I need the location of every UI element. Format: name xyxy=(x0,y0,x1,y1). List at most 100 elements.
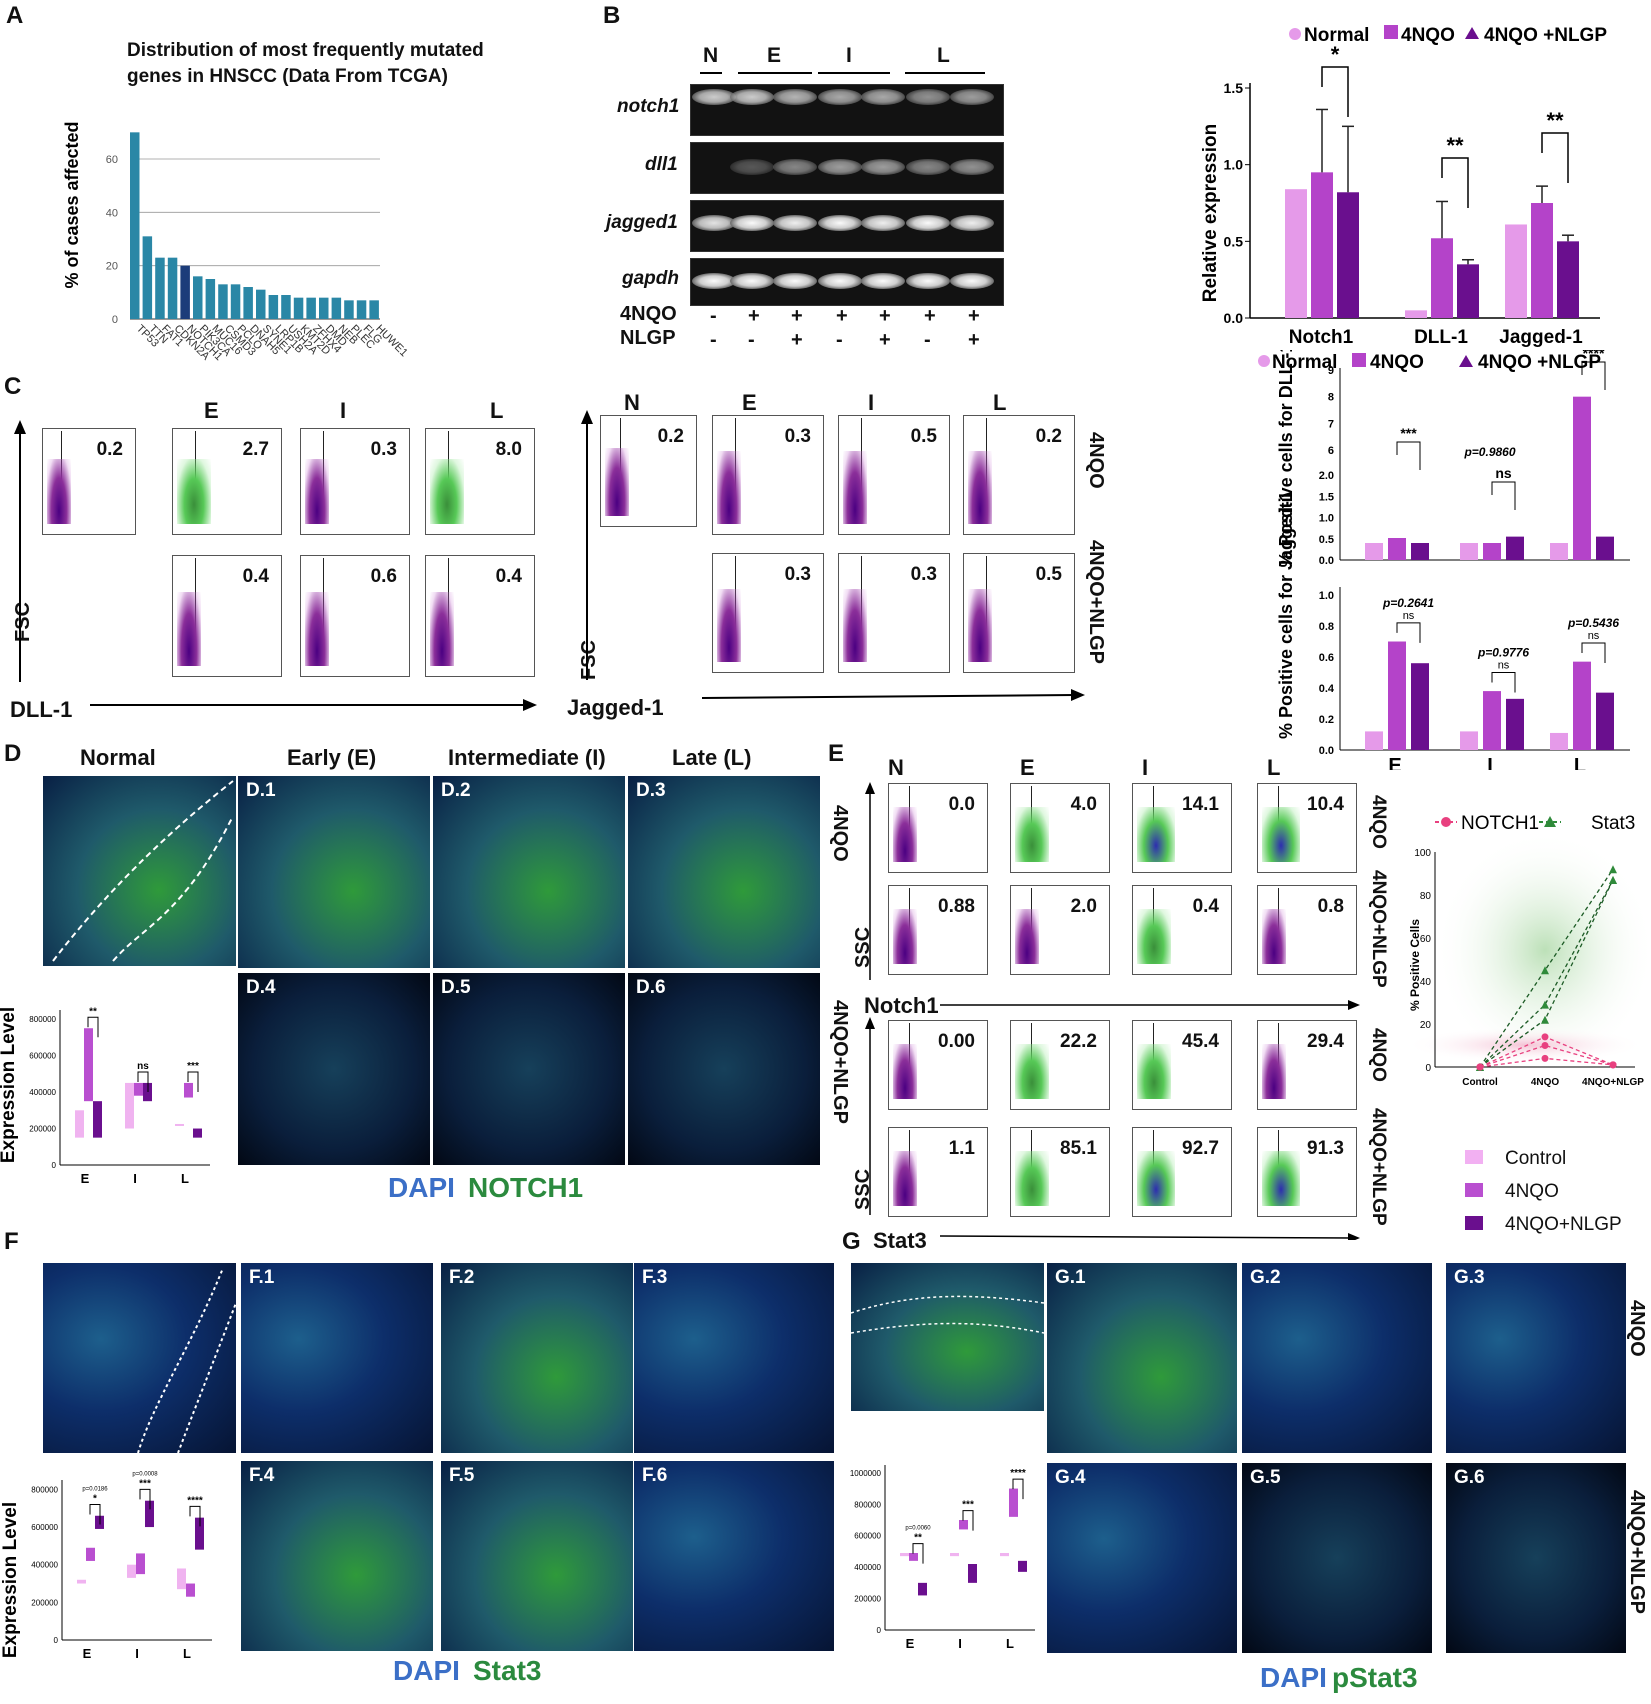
box-bar xyxy=(136,1553,145,1575)
facs-plot: 0.3 xyxy=(712,553,824,673)
f-image-tile: F.1 xyxy=(240,1262,434,1454)
box-bar xyxy=(86,1547,95,1561)
e-facs-plot: 10.4 xyxy=(1257,783,1357,873)
f-tile-label: F.2 xyxy=(449,1267,475,1288)
b-bar xyxy=(1431,238,1453,318)
a-bar xyxy=(142,236,153,319)
c-dll-sig: **** xyxy=(1583,350,1605,361)
e-ssc-2: SSC xyxy=(852,1168,874,1210)
box-bar xyxy=(84,1028,93,1102)
c-dll-ytick: 9 xyxy=(1328,365,1334,377)
e-facs-value: 1.1 xyxy=(948,1138,975,1159)
e-facs-plot: 45.4 xyxy=(1132,1020,1232,1110)
b-sig-bracket xyxy=(1441,157,1469,208)
e-col-label: L xyxy=(1267,755,1281,780)
d-title-normal: Normal xyxy=(80,745,156,770)
g-image-tile: G.2 xyxy=(1241,1262,1433,1454)
notch1-point xyxy=(1541,1054,1549,1062)
e-facs-dots xyxy=(1015,1044,1049,1099)
c-dll-ytick: 1.5 xyxy=(1319,491,1334,503)
b-bar xyxy=(1457,264,1479,318)
panel-a-ylabel: % of cases affected xyxy=(62,121,82,288)
box-bar xyxy=(1009,1488,1018,1517)
facs-plot: 0.2 xyxy=(963,415,1075,535)
e-facs-plot: 4.0 xyxy=(1010,783,1110,873)
c-dll-sig: *** xyxy=(1400,425,1417,441)
e-facs-value: 0.4 xyxy=(1192,896,1219,917)
c-dll-bar xyxy=(1411,543,1429,560)
facs-dots xyxy=(430,591,454,666)
e-facs-plot: 1.1 xyxy=(888,1127,988,1217)
sign-nlgp: + xyxy=(968,329,980,351)
facs-value: 0.3 xyxy=(910,564,937,585)
line-legend-stat3: Stat3 xyxy=(1591,813,1635,834)
facs-dots xyxy=(430,458,464,524)
gel-group-label: N xyxy=(703,44,719,67)
facs-dots xyxy=(968,588,992,662)
c-dll-bracket xyxy=(1491,481,1516,510)
f-image-tile: F.5 xyxy=(440,1460,634,1652)
box-sig: ** xyxy=(914,1533,922,1544)
line-xtick: Control xyxy=(1462,1077,1498,1088)
a-bar xyxy=(319,297,329,319)
box-bracket xyxy=(962,1510,974,1531)
legend-4nqo-marker xyxy=(1384,25,1398,39)
box-bar xyxy=(1000,1553,1009,1557)
box-ytick: 0 xyxy=(877,1626,882,1635)
g-row-4nqo: 4NQO xyxy=(1626,1300,1648,1357)
c-jag-p: p=0.9776 xyxy=(1477,646,1529,660)
d-image-tile: D.3 xyxy=(627,775,821,969)
gel-band xyxy=(861,215,905,231)
c-legend-4nqo: 4NQO xyxy=(1370,352,1424,373)
a-bar xyxy=(180,265,190,319)
a-bar xyxy=(281,295,291,319)
sign-4nqo: + xyxy=(748,305,760,327)
a-bar xyxy=(293,297,304,319)
b-xtick: Notch1 xyxy=(1289,327,1354,348)
facs-value: 0.6 xyxy=(370,566,397,587)
c-jag-bar xyxy=(1596,692,1614,750)
d-image-tile: D.5 xyxy=(432,972,626,1166)
b-ytick: 0.0 xyxy=(1224,310,1244,326)
gel-band xyxy=(818,215,862,231)
e-col-label: E xyxy=(1020,755,1035,780)
sign-4nqo: + xyxy=(836,305,848,327)
f-image-tile: F.4 xyxy=(240,1460,434,1652)
box-bar xyxy=(1018,1560,1027,1572)
e-facs-dots xyxy=(893,1044,917,1099)
facs-plot: 0.5 xyxy=(838,415,950,535)
gel-band xyxy=(861,159,905,175)
b-sig-text: * xyxy=(1331,42,1340,67)
b-bar xyxy=(1285,189,1307,318)
facs-plot: 0.4 xyxy=(172,555,282,677)
a-bar xyxy=(369,300,379,319)
e-facs-plot: 0.0 xyxy=(888,783,988,873)
stat3-point xyxy=(1609,865,1617,874)
c-jag-ns: ns xyxy=(1588,630,1600,642)
e-facs-plot: 22.2 xyxy=(1010,1020,1110,1110)
f-normal-image xyxy=(42,1262,237,1454)
g-image-tile: G.3 xyxy=(1445,1262,1627,1454)
facs-value: 0.2 xyxy=(657,426,684,447)
panel-label-d: D xyxy=(4,740,22,767)
g-tile-label: G.4 xyxy=(1055,1467,1086,1488)
a-bar xyxy=(344,300,354,319)
facs-value: 0.3 xyxy=(784,426,811,447)
gel-band xyxy=(773,273,817,289)
e-facs-dots xyxy=(1262,1044,1286,1099)
e-facs-value: 45.4 xyxy=(1182,1031,1219,1052)
facs-dots xyxy=(605,447,629,516)
c-dll-bar xyxy=(1483,543,1501,560)
c-jag-p: p=0.5436 xyxy=(1567,616,1619,630)
c-dll-bar xyxy=(1365,543,1383,560)
d-image-tile: D.2 xyxy=(432,775,626,969)
gel-band xyxy=(730,215,774,231)
box-ytick: 200000 xyxy=(31,1598,58,1607)
box-bar xyxy=(186,1583,195,1597)
line-legend-notch1: NOTCH1 xyxy=(1461,813,1539,834)
c-dll-bar xyxy=(1573,396,1591,560)
gel-band xyxy=(730,89,774,105)
gel-band xyxy=(818,159,862,175)
stat3-line xyxy=(1479,868,1614,1068)
d-title-early: Early (E) xyxy=(287,745,377,770)
